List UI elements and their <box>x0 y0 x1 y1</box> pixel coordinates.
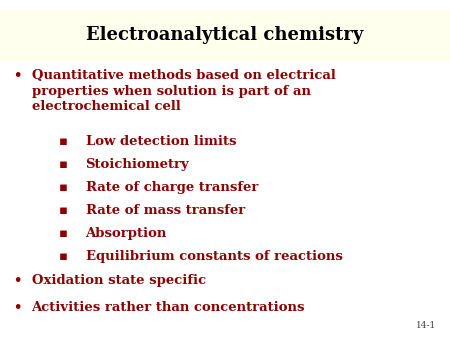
Text: •: • <box>14 301 22 314</box>
Text: Absorption: Absorption <box>86 227 167 240</box>
Text: Low detection limits: Low detection limits <box>86 135 236 148</box>
Text: Rate of mass transfer: Rate of mass transfer <box>86 204 245 217</box>
Text: Activities rather than concentrations: Activities rather than concentrations <box>32 301 305 314</box>
Text: 14-1: 14-1 <box>416 320 436 330</box>
Text: Oxidation state specific: Oxidation state specific <box>32 274 206 287</box>
Text: Electroanalytical chemistry: Electroanalytical chemistry <box>86 26 364 45</box>
Text: ▪: ▪ <box>58 250 68 263</box>
Text: ▪: ▪ <box>58 227 68 240</box>
Text: Equilibrium constants of reactions: Equilibrium constants of reactions <box>86 250 342 263</box>
Text: ▪: ▪ <box>58 204 68 217</box>
Text: •: • <box>14 69 22 82</box>
Text: ▪: ▪ <box>58 158 68 171</box>
Text: ▪: ▪ <box>58 181 68 194</box>
Text: ▪: ▪ <box>58 135 68 148</box>
Text: Stoichiometry: Stoichiometry <box>86 158 189 171</box>
Text: •: • <box>14 274 22 287</box>
Text: Quantitative methods based on electrical
properties when solution is part of an
: Quantitative methods based on electrical… <box>32 69 335 113</box>
FancyBboxPatch shape <box>0 10 450 61</box>
Text: Rate of charge transfer: Rate of charge transfer <box>86 181 258 194</box>
